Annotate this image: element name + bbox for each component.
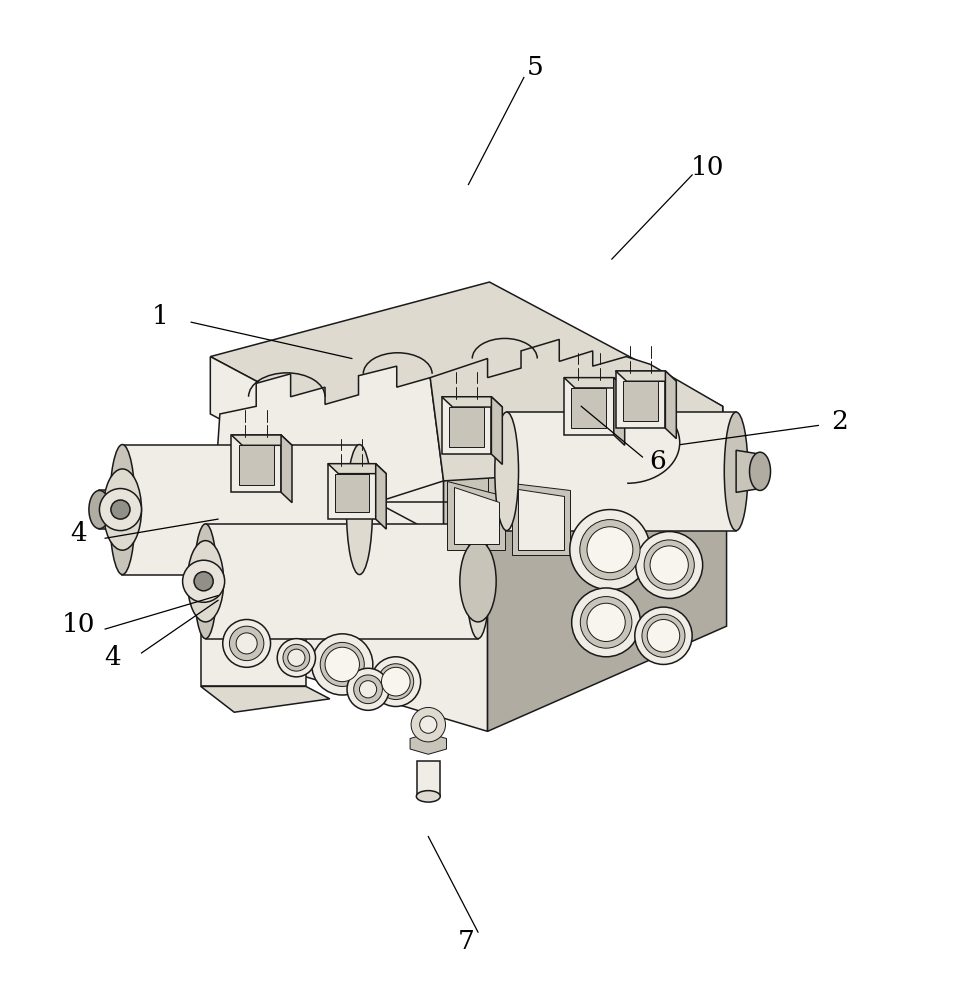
Polygon shape bbox=[665, 371, 676, 439]
Polygon shape bbox=[623, 381, 658, 421]
Polygon shape bbox=[201, 686, 330, 712]
Text: 7: 7 bbox=[458, 929, 475, 954]
Polygon shape bbox=[281, 435, 292, 503]
Polygon shape bbox=[328, 464, 376, 519]
Circle shape bbox=[347, 668, 389, 710]
Circle shape bbox=[236, 633, 257, 654]
Polygon shape bbox=[449, 407, 484, 447]
Circle shape bbox=[572, 588, 641, 657]
Circle shape bbox=[570, 510, 650, 590]
Ellipse shape bbox=[89, 490, 110, 529]
Polygon shape bbox=[210, 282, 723, 481]
Polygon shape bbox=[616, 371, 665, 428]
Polygon shape bbox=[430, 339, 723, 481]
Circle shape bbox=[580, 597, 632, 648]
Circle shape bbox=[312, 634, 373, 695]
Ellipse shape bbox=[460, 541, 496, 622]
Circle shape bbox=[579, 520, 641, 580]
Circle shape bbox=[635, 607, 692, 664]
Polygon shape bbox=[447, 481, 505, 550]
Polygon shape bbox=[444, 406, 723, 538]
Polygon shape bbox=[616, 371, 676, 381]
Polygon shape bbox=[454, 487, 499, 544]
Polygon shape bbox=[122, 445, 359, 575]
Polygon shape bbox=[99, 490, 122, 529]
Polygon shape bbox=[488, 502, 727, 731]
Circle shape bbox=[378, 664, 414, 700]
Polygon shape bbox=[417, 761, 440, 796]
Circle shape bbox=[354, 675, 382, 704]
Ellipse shape bbox=[103, 469, 141, 550]
Polygon shape bbox=[564, 378, 614, 435]
Ellipse shape bbox=[750, 452, 771, 490]
Circle shape bbox=[644, 540, 694, 590]
Text: 10: 10 bbox=[61, 612, 96, 637]
Ellipse shape bbox=[194, 524, 217, 639]
Circle shape bbox=[359, 681, 377, 698]
Polygon shape bbox=[512, 483, 570, 555]
Polygon shape bbox=[564, 378, 624, 388]
Ellipse shape bbox=[495, 412, 518, 531]
Ellipse shape bbox=[725, 412, 748, 531]
Circle shape bbox=[320, 642, 364, 686]
Circle shape bbox=[194, 572, 213, 591]
Polygon shape bbox=[376, 464, 386, 529]
Polygon shape bbox=[442, 397, 502, 407]
Polygon shape bbox=[614, 378, 624, 445]
Text: 10: 10 bbox=[690, 155, 725, 180]
Polygon shape bbox=[442, 397, 491, 454]
Text: 5: 5 bbox=[527, 55, 544, 80]
Polygon shape bbox=[231, 435, 292, 445]
Circle shape bbox=[650, 546, 688, 584]
Text: 4: 4 bbox=[70, 521, 87, 546]
Ellipse shape bbox=[109, 445, 136, 575]
Polygon shape bbox=[507, 412, 736, 531]
Polygon shape bbox=[328, 464, 386, 474]
Circle shape bbox=[277, 639, 315, 677]
Polygon shape bbox=[335, 474, 368, 512]
Circle shape bbox=[111, 500, 130, 519]
Circle shape bbox=[288, 649, 305, 666]
Polygon shape bbox=[518, 489, 564, 550]
Ellipse shape bbox=[187, 541, 224, 622]
Circle shape bbox=[636, 532, 703, 598]
Circle shape bbox=[229, 626, 264, 661]
Circle shape bbox=[223, 620, 271, 667]
Ellipse shape bbox=[346, 445, 373, 575]
Circle shape bbox=[420, 716, 437, 733]
Ellipse shape bbox=[416, 791, 440, 802]
Polygon shape bbox=[736, 450, 760, 492]
Polygon shape bbox=[206, 524, 478, 639]
Circle shape bbox=[381, 667, 410, 696]
Circle shape bbox=[647, 620, 680, 652]
Circle shape bbox=[411, 707, 445, 742]
Circle shape bbox=[587, 603, 625, 641]
Circle shape bbox=[587, 527, 633, 573]
Polygon shape bbox=[296, 387, 727, 567]
Polygon shape bbox=[231, 435, 281, 492]
Circle shape bbox=[183, 560, 225, 602]
Circle shape bbox=[283, 644, 310, 671]
Polygon shape bbox=[210, 366, 444, 555]
Circle shape bbox=[325, 647, 359, 682]
Text: 2: 2 bbox=[831, 409, 848, 434]
Polygon shape bbox=[201, 557, 306, 686]
Polygon shape bbox=[296, 445, 488, 731]
Polygon shape bbox=[491, 397, 502, 464]
Text: 4: 4 bbox=[104, 645, 121, 670]
Text: 6: 6 bbox=[649, 449, 666, 474]
Polygon shape bbox=[410, 733, 446, 754]
Polygon shape bbox=[239, 445, 273, 485]
Text: 1: 1 bbox=[152, 304, 169, 329]
Circle shape bbox=[99, 489, 141, 531]
Circle shape bbox=[371, 657, 421, 706]
Circle shape bbox=[641, 614, 684, 657]
Polygon shape bbox=[210, 357, 444, 538]
Polygon shape bbox=[572, 388, 606, 428]
Ellipse shape bbox=[467, 524, 489, 639]
